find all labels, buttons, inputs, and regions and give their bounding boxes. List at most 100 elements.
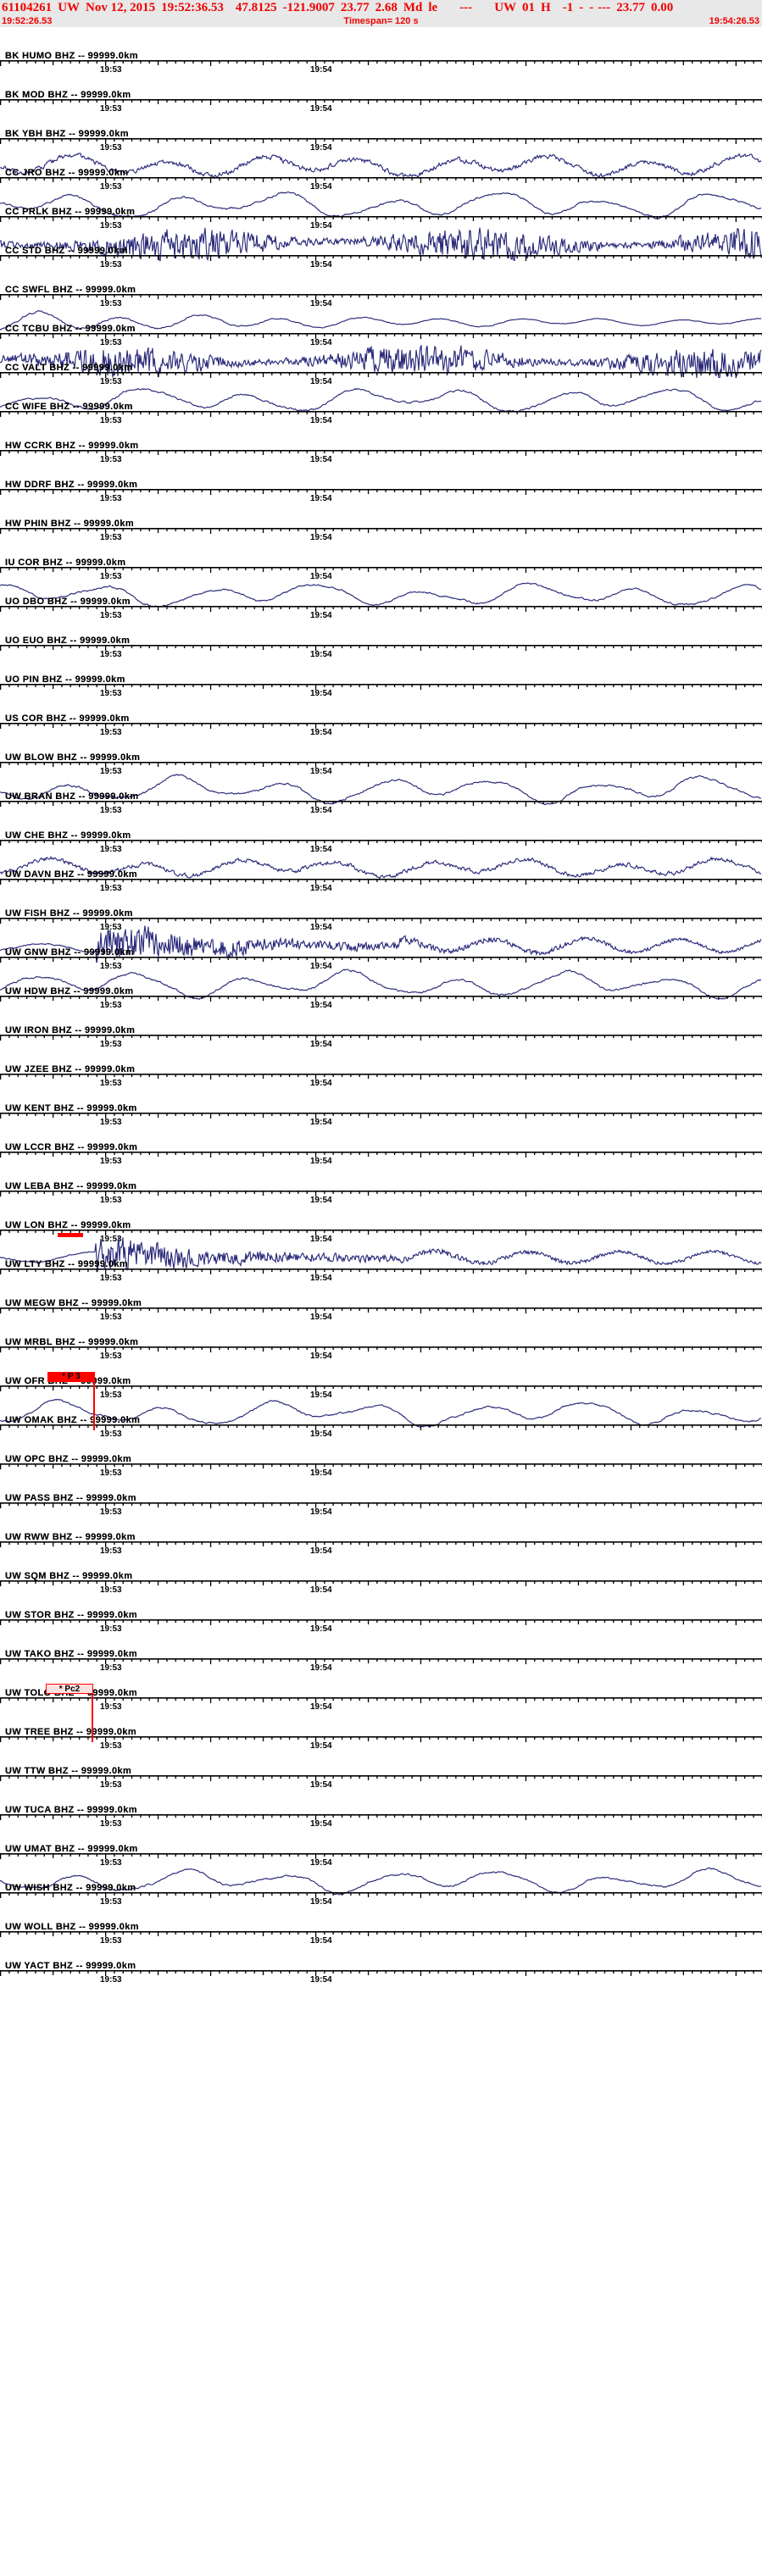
waveform-canvas — [0, 144, 762, 183]
station-label: UW BLOW BHZ -- 99999.0km — [5, 752, 141, 763]
trace-row[interactable]: UW WISH BHZ -- 99999.0km 19:53 19:54 — [0, 1859, 762, 1907]
axis-time-label: 19:53 — [100, 104, 122, 114]
axis-time-label: 19:53 — [100, 65, 122, 75]
station-label: UW WISH BHZ -- 99999.0km — [5, 1883, 136, 1893]
trace-row[interactable]: UW KENT BHZ -- 99999.0km 19:53 19:54 — [0, 1080, 762, 1127]
time-axis — [0, 758, 762, 768]
station-label: UW PASS BHZ -- 99999.0km — [5, 1493, 136, 1503]
trace-row[interactable]: CC WIFE BHZ -- 99999.0km 19:53 19:54 — [0, 378, 762, 425]
time-axis — [0, 447, 762, 456]
trace-row[interactable]: UO EUO BHZ -- 99999.0km 19:53 19:54 — [0, 612, 762, 659]
station-label: UW TTW BHZ -- 99999.0km — [5, 1766, 132, 1776]
trace-row[interactable]: UW OMAK BHZ -- 99999.0km 19:53 19:54 * P 3 — [0, 1372, 762, 1439]
event-longitude: -121.9007 — [282, 1, 335, 14]
event-rms: 0.00 — [650, 1, 674, 14]
axis-time-label: 19:54 — [310, 1507, 332, 1517]
trace-row[interactable]: UO DBO BHZ -- 99999.0km 19:53 19:54 — [0, 573, 762, 620]
axis-time-label: 19:54 — [310, 299, 332, 308]
trace-row[interactable]: CC SWFL BHZ -- 99999.0km 19:53 19:54 — [0, 261, 762, 308]
trace-row[interactable]: HW CCRK BHZ -- 99999.0km 19:53 19:54 — [0, 417, 762, 464]
time-axis — [0, 1265, 762, 1274]
station-label: BK MOD BHZ -- 99999.0km — [5, 90, 131, 100]
axis-time-label: 19:53 — [100, 962, 122, 971]
trace-row[interactable]: IU COR BHZ -- 99999.0km 19:53 19:54 — [0, 534, 762, 581]
trace-row[interactable]: UW TREE BHZ -- 99999.0km 19:53 19:54 * Pc2 — [0, 1684, 762, 1751]
axis-time-label: 19:54 — [310, 65, 332, 75]
axis-time-label: 19:54 — [310, 1040, 332, 1049]
axis-time-label: 19:53 — [100, 845, 122, 854]
trace-row[interactable]: CC JRO BHZ -- 99999.0km 19:53 19:54 — [0, 144, 762, 192]
trace-row[interactable]: UW HDW BHZ -- 99999.0km 19:53 19:54 — [0, 963, 762, 1010]
axis-time-label: 19:54 — [310, 1780, 332, 1790]
pick-label: * P 3 — [47, 1372, 95, 1382]
time-axis — [0, 1655, 762, 1664]
trace-row[interactable]: UW PASS BHZ -- 99999.0km 19:53 19:54 — [0, 1469, 762, 1517]
trace-row[interactable]: UW RWW BHZ -- 99999.0km 19:53 19:54 — [0, 1508, 762, 1556]
axis-time-label: 19:53 — [100, 143, 122, 153]
trace-row[interactable]: UW TUCA BHZ -- 99999.0km 19:53 19:54 — [0, 1781, 762, 1829]
trace-row[interactable]: CC TCBU BHZ -- 99999.0km 19:53 19:54 — [0, 300, 762, 347]
trace-row[interactable]: HW DDRF BHZ -- 99999.0km 19:53 19:54 — [0, 456, 762, 503]
trace-stack[interactable]: BK HUMO BHZ -- 99999.0km 19:53 19:54 BK MOD… — [0, 27, 762, 1985]
waveform-canvas — [0, 1391, 762, 1430]
time-axis — [0, 1577, 762, 1586]
pick-pc2[interactable]: * Pc2 — [46, 1684, 93, 1742]
waveform-canvas — [0, 378, 762, 417]
axis-time-label: 19:54 — [310, 260, 332, 269]
trace-row[interactable]: UW STOR BHZ -- 99999.0km 19:53 19:54 — [0, 1586, 762, 1634]
trace-row[interactable]: US COR BHZ -- 99999.0km 19:53 19:54 — [0, 690, 762, 737]
trace-row[interactable]: UW BLOW BHZ -- 99999.0km 19:53 19:54 — [0, 729, 762, 776]
trace-row[interactable]: UW TAKO BHZ -- 99999.0km 19:53 19:54 — [0, 1625, 762, 1673]
axis-time-label: 19:54 — [310, 1975, 332, 1985]
trace-row[interactable]: BK MOD BHZ -- 99999.0km 19:53 19:54 — [0, 66, 762, 114]
time-axis — [0, 992, 762, 1002]
pick-p3[interactable]: * P 3 — [47, 1372, 95, 1430]
trace-row[interactable]: UW CHE BHZ -- 99999.0km 19:53 19:54 — [0, 807, 762, 854]
trace-row[interactable]: UW YACT BHZ -- 99999.0km 19:53 19:54 — [0, 1937, 762, 1985]
trace-row[interactable]: CC PRLK BHZ -- 99999.0km 19:53 19:54 — [0, 183, 762, 230]
axis-time-label: 19:53 — [100, 1897, 122, 1907]
trace-row[interactable]: UW UMAT BHZ -- 99999.0km 19:53 19:54 — [0, 1820, 762, 1868]
trace-row[interactable]: UW IRON BHZ -- 99999.0km 19:53 19:54 — [0, 1002, 762, 1049]
trace-row[interactable]: UW MEGW BHZ -- 99999.0km 19:53 19:54 — [0, 1274, 762, 1322]
time-axis — [0, 1772, 762, 1781]
trace-row[interactable]: CC VALT BHZ -- 99999.0km 19:53 19:54 — [0, 339, 762, 386]
trace-row[interactable]: UO PIN BHZ -- 99999.0km 19:53 19:54 — [0, 651, 762, 698]
axis-time-label: 19:54 — [310, 1624, 332, 1634]
trace-row[interactable]: UW LTY BHZ -- 99999.0km 19:53 19:54 — [0, 1235, 762, 1283]
axis-time-label: 19:54 — [310, 1196, 332, 1205]
trace-row[interactable]: UW SQM BHZ -- 99999.0km 19:53 19:54 — [0, 1547, 762, 1595]
axis-time-label: 19:54 — [310, 845, 332, 854]
axis-time-label: 19:53 — [100, 650, 122, 659]
trace-row[interactable]: UW JZEE BHZ -- 99999.0km 19:53 19:54 — [0, 1041, 762, 1088]
trace-row[interactable]: UW GNW BHZ -- 99999.0km 19:53 19:54 — [0, 924, 762, 971]
waveform-canvas — [0, 768, 762, 807]
waveform-canvas — [0, 1859, 762, 1898]
trace-row[interactable]: CC STD BHZ -- 99999.0km 19:53 19:54 — [0, 222, 762, 269]
trace-row[interactable]: UW FISH BHZ -- 99999.0km 19:53 19:54 — [0, 885, 762, 932]
axis-time-label: 19:54 — [310, 416, 332, 425]
time-axis — [0, 1460, 762, 1469]
trace-row[interactable]: UW LEBA BHZ -- 99999.0km 19:53 19:54 — [0, 1158, 762, 1205]
trace-row[interactable]: UW LON BHZ -- 99999.0km 19:53 19:54 — [0, 1196, 762, 1244]
trace-row[interactable]: UW LCCR BHZ -- 99999.0km 19:53 19:54 — [0, 1119, 762, 1166]
axis-time-label: 19:53 — [100, 455, 122, 464]
trace-row[interactable]: UW TTW BHZ -- 99999.0km 19:53 19:54 — [0, 1742, 762, 1790]
station-label: UW FISH BHZ -- 99999.0km — [5, 908, 133, 919]
trace-row[interactable]: UW MRBL BHZ -- 99999.0km 19:53 19:54 — [0, 1313, 762, 1361]
station-label: UW JZEE BHZ -- 99999.0km — [5, 1064, 136, 1074]
trace-row[interactable]: UW DAVN BHZ -- 99999.0km 19:53 19:54 — [0, 846, 762, 893]
trace-row[interactable]: HW PHIN BHZ -- 99999.0km 19:53 19:54 — [0, 495, 762, 542]
waveform-canvas — [0, 222, 762, 261]
trace-row[interactable]: UW OPC BHZ -- 99999.0km 19:53 19:54 — [0, 1430, 762, 1478]
trace-row[interactable]: BK YBH BHZ -- 99999.0km 19:53 19:54 — [0, 105, 762, 153]
trace-row[interactable]: BK HUMO BHZ -- 99999.0km 19:53 19:54 — [0, 27, 762, 75]
axis-time-label: 19:54 — [310, 689, 332, 698]
time-axis — [0, 1733, 762, 1742]
time-axis — [0, 291, 762, 300]
pick-label: * Pc2 — [46, 1684, 93, 1694]
trace-row[interactable]: UW BRAN BHZ -- 99999.0km 19:53 19:54 — [0, 768, 762, 815]
trace-row[interactable]: UW WOLL BHZ -- 99999.0km 19:53 19:54 — [0, 1898, 762, 1946]
